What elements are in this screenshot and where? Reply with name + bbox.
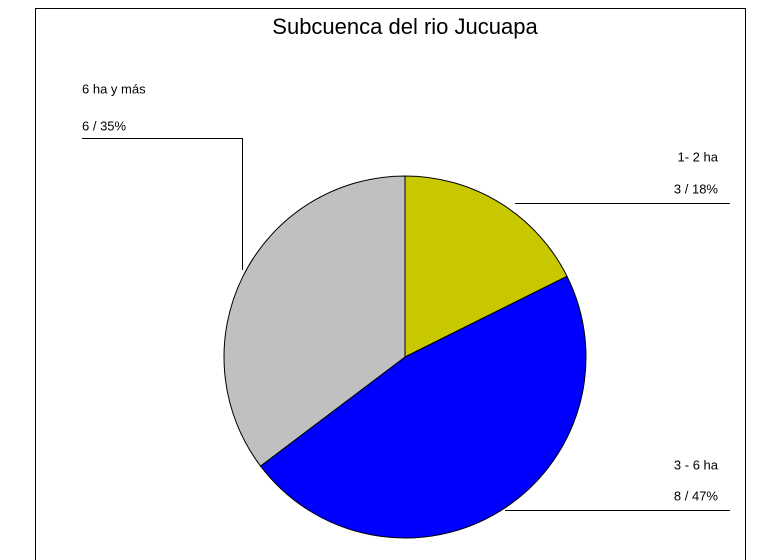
slice-label: 6 ha y más: [82, 81, 146, 96]
value-label: 8 / 47%: [674, 488, 719, 503]
value-label: 6 / 35%: [82, 118, 127, 133]
slice-label: 3 - 6 ha: [674, 457, 719, 472]
value-label: 3 / 18%: [674, 181, 719, 196]
chart-title: Subcuenca del rio Jucuapa: [272, 14, 538, 39]
pie-slice: [404, 175, 568, 358]
slice-label: 1- 2 ha: [678, 149, 719, 164]
pie-slice: [259, 275, 587, 539]
leader-line: [82, 138, 243, 270]
pie-slice: [223, 175, 406, 467]
